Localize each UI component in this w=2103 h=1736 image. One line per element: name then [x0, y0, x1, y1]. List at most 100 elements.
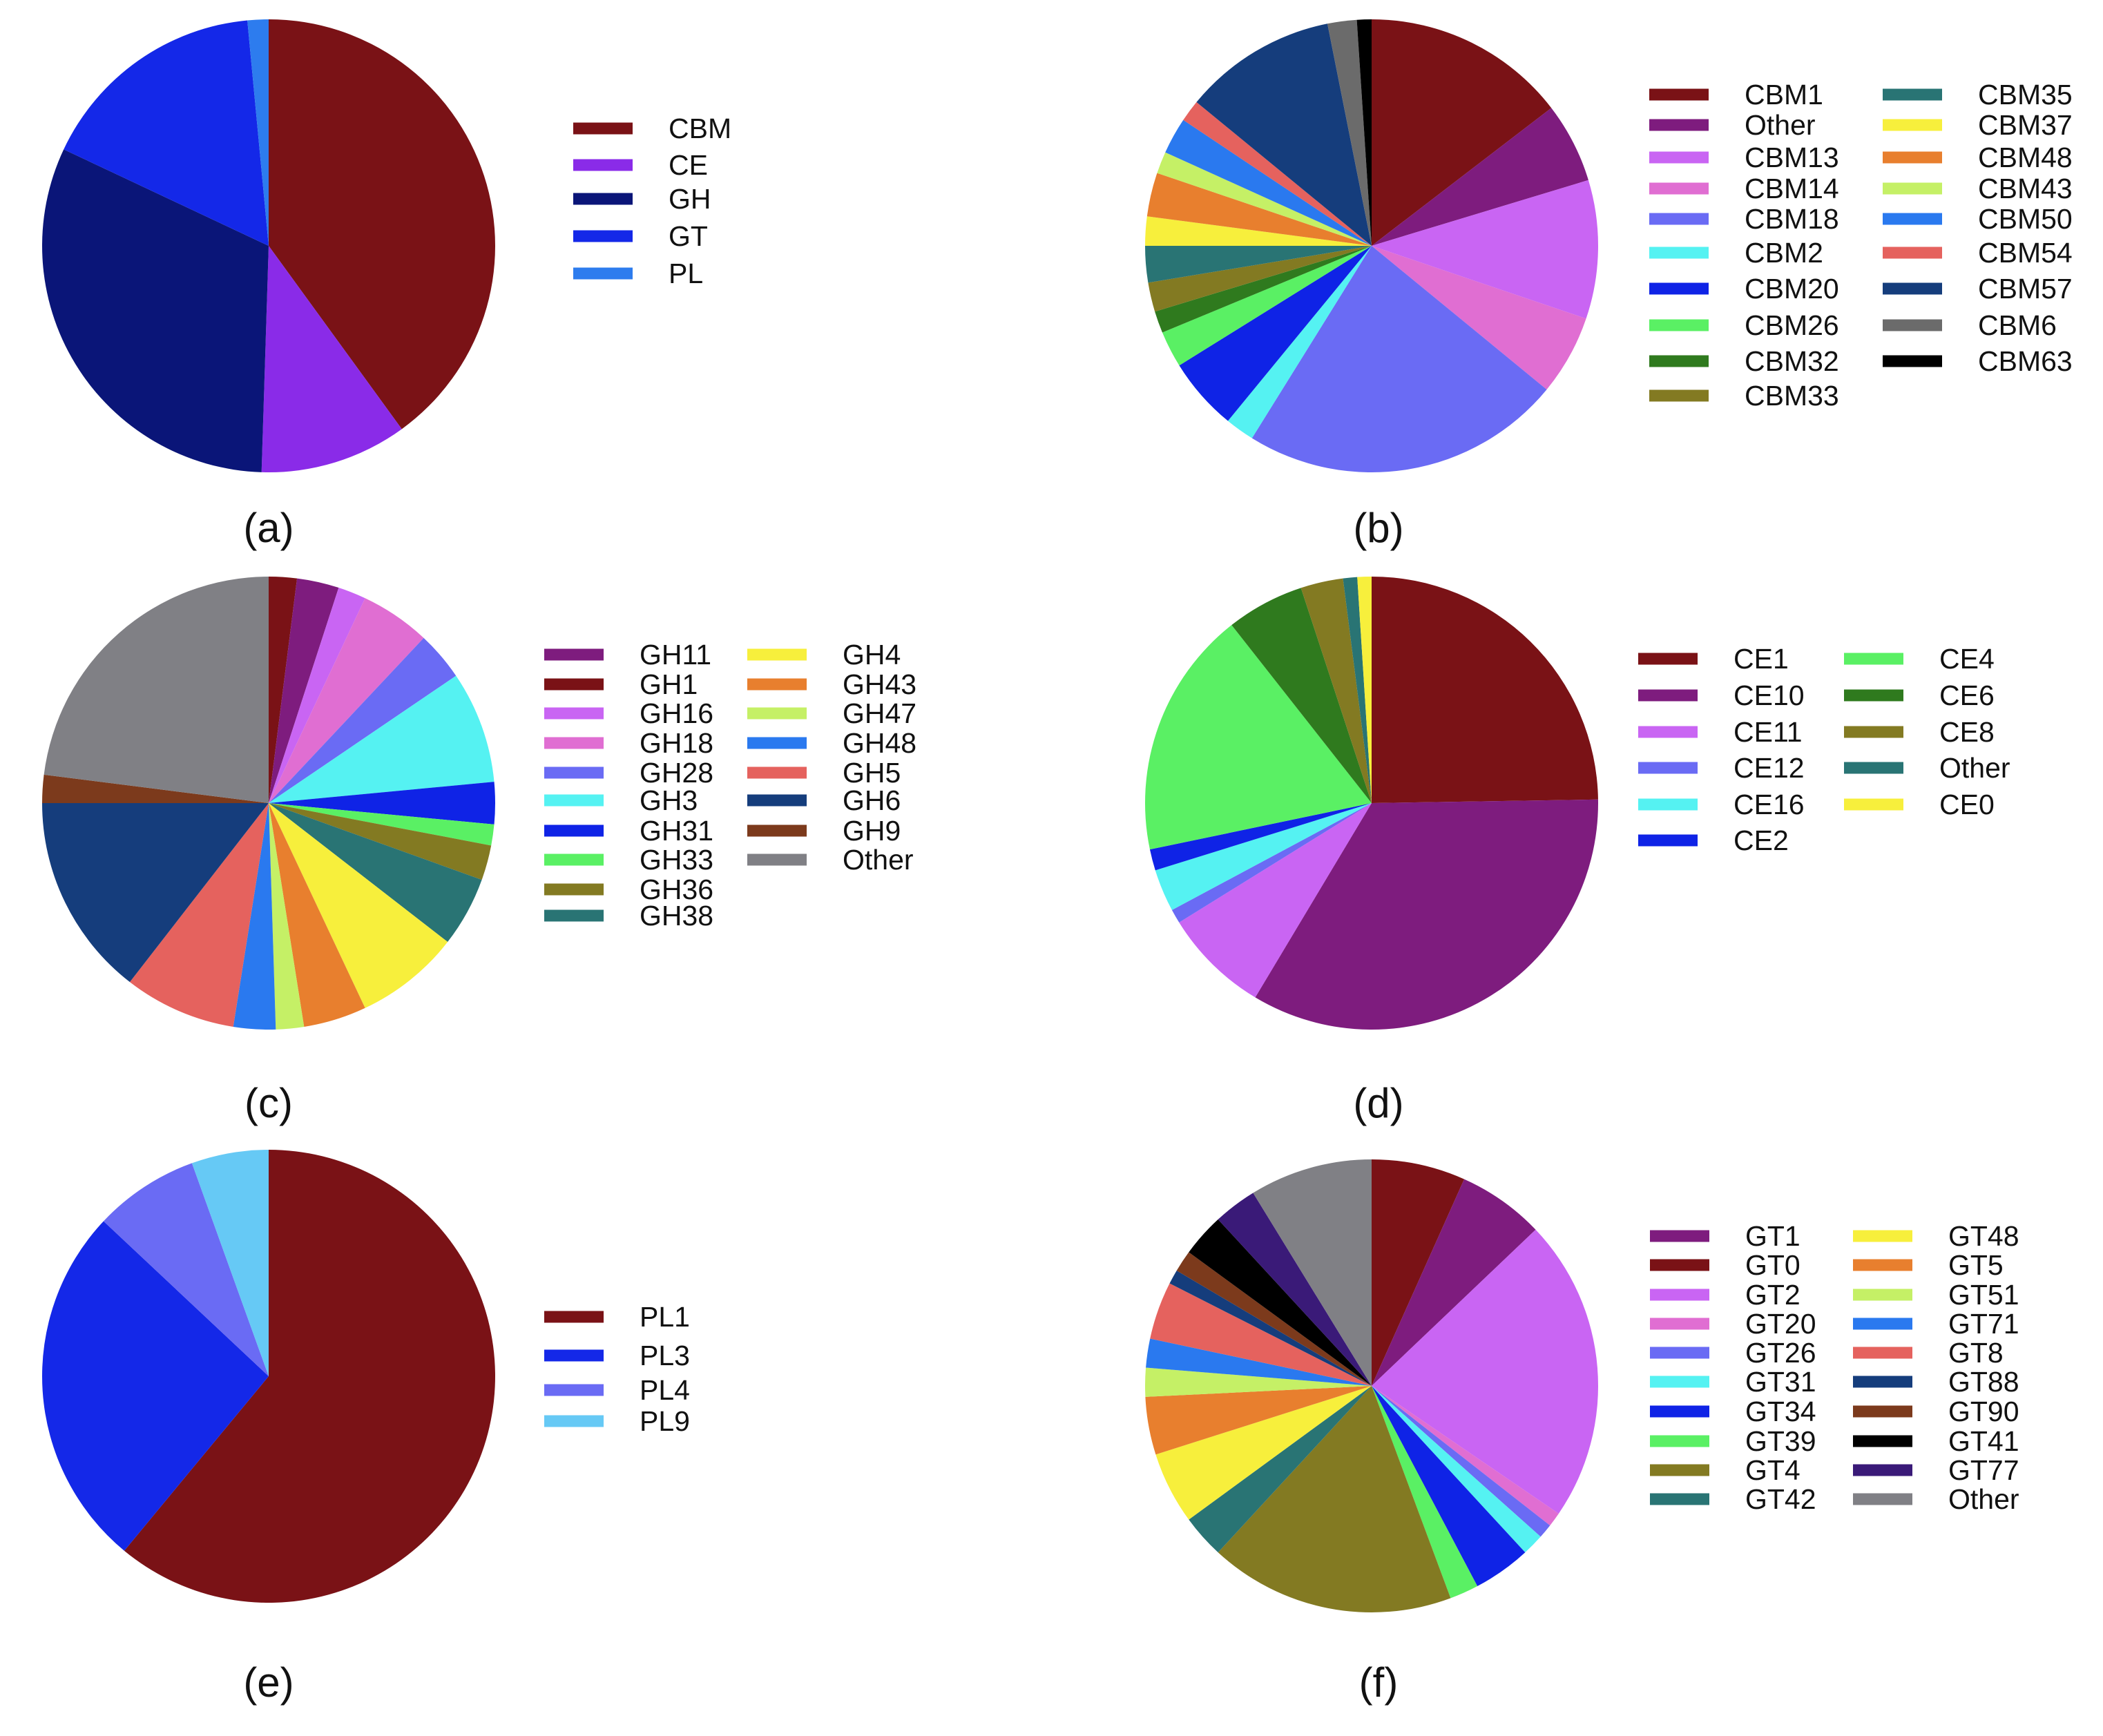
legend-label: GH36 [640, 874, 713, 905]
legend-label: GH [669, 183, 711, 215]
slice-b-cbm50 [1165, 119, 1372, 246]
legend-swatch [1649, 319, 1709, 331]
legend-label: GH16 [640, 697, 713, 729]
legend-item-c-gh38: GH38 [544, 900, 713, 932]
legend-label: PL1 [640, 1301, 690, 1333]
slice-f-gt4 [1218, 1386, 1451, 1612]
slice-a-gt [64, 20, 269, 247]
legend-label: GT77 [1948, 1454, 2019, 1486]
slice-a-cbm [269, 19, 495, 430]
legend-item-d-ce2: CE2 [1638, 824, 1789, 856]
legend-item-f-gt41: GT41 [1853, 1425, 2019, 1457]
legend-item-b-cbm6: CBM6 [1883, 309, 2057, 341]
legend-swatch [1883, 319, 1942, 331]
legend-swatch [544, 707, 604, 720]
pie-b [1144, 19, 1598, 473]
slice-a-ce [261, 246, 402, 473]
legend-label: GT51 [1948, 1279, 2019, 1311]
slice-f-gt8 [1150, 1283, 1372, 1386]
legend-swatch [747, 737, 807, 749]
legend-label: CE12 [1734, 752, 1805, 784]
legend-item-f-gt26: GT26 [1650, 1337, 1816, 1369]
slice-b-cbm48 [1146, 173, 1372, 246]
legend-swatch [1650, 1230, 1709, 1242]
legend-item-b-cbm37: CBM37 [1883, 109, 2073, 141]
legend-label: CE1 [1734, 643, 1789, 675]
legend-item-f-gt1: GT1 [1650, 1220, 1800, 1252]
legend-swatch [544, 1311, 604, 1323]
legend-swatch [1853, 1376, 1912, 1388]
slice-f-gt41 [1189, 1219, 1372, 1386]
legend-item-f-gt71: GT71 [1853, 1308, 2019, 1340]
legend-label: CBM50 [1978, 203, 2073, 235]
legend-label: GT2 [1745, 1279, 1800, 1311]
legend-item-d-ce4: CE4 [1844, 643, 1995, 675]
legend-label: Other [1939, 752, 2010, 784]
legend-label: Other [1745, 109, 1816, 141]
legend-label: CBM2 [1745, 237, 1823, 269]
slice-c-gh48 [233, 803, 276, 1030]
legend-label: CE8 [1939, 716, 1995, 748]
legend-item-b-cbm18: CBM18 [1649, 203, 1839, 235]
legend-swatch [747, 824, 807, 837]
legend-swatch [1844, 762, 1903, 774]
legend-swatch [1883, 355, 1942, 367]
slice-b-cbm1 [1372, 19, 1552, 246]
legend-label: PL [669, 258, 703, 289]
slice-f-gt39 [1372, 1386, 1478, 1599]
legend-item-b-cbm43: CBM43 [1883, 173, 2073, 204]
legend-label: GH31 [640, 815, 713, 847]
legend-item-f-gt90: GT90 [1853, 1396, 2019, 1427]
legend-label: GH18 [640, 727, 713, 759]
legend-swatch [1638, 726, 1698, 738]
legend-item-b-cbm48: CBM48 [1883, 142, 2073, 173]
legend-label: CBM35 [1978, 79, 2073, 110]
legend-swatch [1853, 1347, 1912, 1359]
legend-swatch [544, 766, 604, 779]
legend-swatch [1853, 1259, 1912, 1271]
legend-label: CBM20 [1745, 273, 1839, 305]
legend-swatch [544, 1415, 604, 1427]
legend-label: CBM26 [1745, 309, 1839, 341]
legend-item-f-gt8: GT8 [1853, 1337, 2004, 1369]
slice-b-cbm57 [1196, 23, 1372, 247]
legend-item-c-gh36: GH36 [544, 874, 713, 905]
panel-label-d: (d) [1353, 1080, 1403, 1126]
legend-swatch [573, 122, 633, 135]
slice-f-gt90 [1176, 1252, 1372, 1386]
legend-label: GT20 [1745, 1308, 1816, 1340]
legend-item-b-cbm54: CBM54 [1883, 237, 2073, 269]
legend-item-f-gt20: GT20 [1650, 1308, 1816, 1340]
legend-label: CE0 [1939, 789, 1995, 820]
slice-c-gh4 [269, 803, 448, 1008]
slice-b-cbm32 [1155, 246, 1372, 333]
panel-label-f: (f) [1359, 1659, 1399, 1706]
legend-item-d-ce6: CE6 [1844, 679, 1995, 711]
legend-label: GT5 [1948, 1249, 2004, 1281]
slice-f-gt42 [1189, 1386, 1372, 1553]
slice-b-cbm63 [1356, 19, 1372, 246]
slice-f-gt34 [1372, 1386, 1526, 1587]
legend-item-f-gt0: GT0 [1650, 1249, 1800, 1281]
legend-item-d-ce10: CE10 [1638, 679, 1805, 711]
legend-swatch [1650, 1405, 1709, 1418]
slice-d-ce4 [1144, 625, 1372, 850]
legend-swatch [544, 909, 604, 922]
slice-b-other [1372, 108, 1588, 246]
legend-swatch [1649, 213, 1709, 225]
legend-item-c-gh11: GH11 [544, 639, 711, 671]
legend-item-f-gt88: GT88 [1853, 1366, 2019, 1398]
legend-swatch [1650, 1318, 1709, 1330]
legend-item-d-ce8: CE8 [1844, 716, 1995, 748]
legend-label: GT1 [1745, 1220, 1800, 1252]
legend-label: GT90 [1948, 1396, 2019, 1427]
slice-e-pl9 [191, 1150, 269, 1376]
slice-c-gh9 [42, 774, 269, 803]
slice-a-gh [42, 149, 269, 472]
legend-swatch [544, 1384, 604, 1396]
legend-item-c-gh43: GH43 [747, 668, 916, 700]
